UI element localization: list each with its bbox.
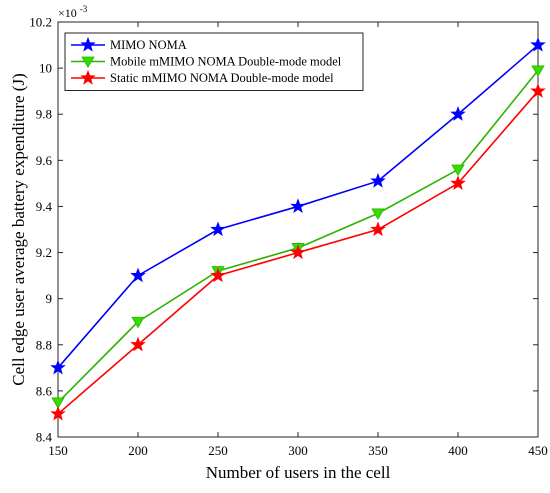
data-point [370, 172, 386, 188]
data-point [210, 221, 226, 237]
x-tick-label: 200 [128, 443, 148, 458]
y-tick-label: 9 [46, 291, 53, 306]
y-tick-label: 8.4 [36, 430, 53, 445]
data-point [290, 244, 306, 260]
x-tick-label: 450 [528, 443, 548, 458]
data-point [371, 208, 385, 220]
data-point [530, 36, 546, 52]
x-tick-label: 250 [208, 443, 228, 458]
y-tick-label: 10.2 [29, 15, 52, 30]
legend-marker [81, 56, 95, 68]
data-point [451, 164, 465, 177]
series-3 [50, 83, 546, 421]
x-tick-label: 400 [448, 443, 468, 458]
data-point [51, 397, 65, 409]
y-tick-label: 9.6 [36, 153, 53, 168]
y-tick-label: 10 [39, 61, 52, 76]
x-tick-label: 150 [48, 443, 68, 458]
y-tick-label: 8.6 [36, 383, 53, 398]
x-tick-label: 350 [368, 443, 388, 458]
data-point [130, 336, 146, 352]
data-point [50, 405, 66, 421]
y-tick-label: 9.2 [36, 245, 52, 260]
data-point [370, 221, 386, 237]
series-2 [51, 65, 545, 409]
data-point [530, 83, 546, 98]
data-point [531, 65, 545, 77]
y-axis-exponent-power: -3 [80, 4, 88, 14]
y-axis-exponent: ×10 -3 [58, 4, 88, 20]
y-tick-label: 8.8 [36, 337, 52, 352]
y-axis-title: Cell edge user average battery expenditu… [9, 73, 28, 385]
legend: MIMO NOMA Mobile mMIMO NOMA Double-mode m… [64, 32, 364, 91]
series-layer [50, 36, 546, 421]
legend-label: MIMO NOMA [110, 38, 187, 52]
data-point [50, 359, 66, 375]
data-point [130, 267, 146, 283]
data-point [131, 316, 145, 329]
legend-marker [80, 69, 96, 85]
legend-label: Static mMIMO NOMA Double-mode model [110, 71, 334, 85]
data-point [450, 175, 466, 190]
legend-box [64, 32, 364, 91]
series-1 [50, 36, 546, 375]
legend-marker [80, 36, 96, 52]
data-point [290, 198, 306, 214]
x-tick-label: 300 [288, 443, 308, 458]
axes-layer: 150 200 250 300 350 400 450 8.4 8.6 8.8 9 9.2 9.4 9.6… [29, 15, 548, 459]
data-point [450, 106, 466, 121]
data-point [210, 267, 226, 283]
y-tick-label: 9.8 [36, 107, 52, 122]
y-axis-exponent-base: ×10 [58, 6, 77, 20]
y-tick-label: 9.4 [36, 199, 53, 214]
legend-label: Mobile mMIMO NOMA Double-mode model [110, 55, 342, 69]
x-axis-title: Number of users in the cell [206, 463, 391, 482]
